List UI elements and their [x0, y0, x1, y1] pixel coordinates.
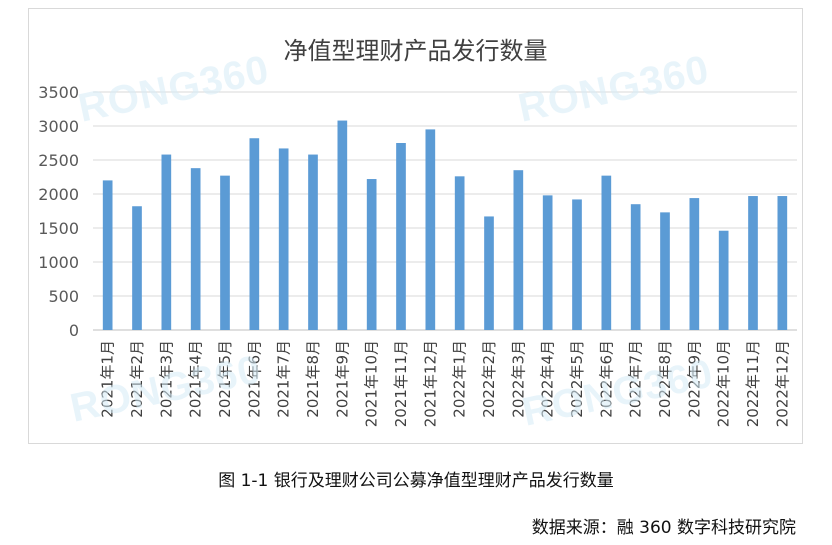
x-tick-label: 2022年5月 — [568, 340, 586, 418]
bar — [542, 195, 553, 330]
bar — [249, 138, 260, 330]
y-tick-label: 1500 — [38, 219, 79, 238]
x-tick-label: 2022年10月 — [715, 340, 733, 427]
data-source: 数据来源：融 360 数字科技研究院 — [531, 518, 796, 538]
y-tick-label: 3000 — [38, 117, 79, 136]
x-tick-label: 2021年5月 — [216, 340, 234, 418]
x-tick-label: 2021年8月 — [304, 340, 322, 418]
x-tick-label: 2021年4月 — [187, 340, 205, 418]
bar — [718, 230, 729, 330]
y-tick-label: 500 — [48, 287, 79, 306]
x-tick-label: 2021年1月 — [99, 340, 117, 418]
bar — [396, 143, 406, 330]
y-tick-label: 1000 — [38, 253, 79, 272]
chart-title: 净值型理财产品发行数量 — [283, 37, 548, 65]
bar — [484, 216, 494, 330]
x-tick-label: 2021年2月 — [128, 340, 146, 418]
bar — [102, 180, 113, 330]
y-tick-label: 0 — [69, 321, 79, 340]
x-tick-label: 2022年11月 — [744, 340, 762, 427]
bar — [425, 129, 436, 330]
x-tick-label: 2022年4月 — [539, 340, 557, 418]
bar — [748, 196, 758, 330]
x-tick-label: 2022年9月 — [685, 340, 703, 418]
bar — [572, 199, 582, 330]
x-tick-label: 2021年7月 — [275, 340, 293, 418]
x-tick-label: 2021年11月 — [392, 340, 410, 427]
x-tick-label: 2022年6月 — [597, 340, 615, 418]
bar — [777, 196, 788, 330]
bar — [630, 204, 641, 330]
bar — [308, 154, 318, 330]
x-tick-label: 2022年1月 — [451, 340, 469, 418]
bar — [689, 198, 700, 330]
bar-chart: 0 500 1000 1500 2000 2500 3000 3500 2021年1月 2021年… — [38, 83, 797, 427]
x-tick-label: 2022年2月 — [480, 340, 498, 418]
x-tick-label: 2021年6月 — [245, 340, 263, 418]
y-tick-label: 2000 — [38, 185, 79, 204]
x-tick-label: 2021年9月 — [333, 340, 351, 418]
bar — [660, 212, 670, 330]
x-tick-label: 2022年3月 — [509, 340, 527, 418]
x-tick-label: 2021年3月 — [157, 340, 175, 418]
bar — [132, 206, 142, 330]
bar — [190, 168, 201, 330]
bar — [513, 170, 524, 330]
chart-frame: 净值型理财产品发行数量 0 500 1000 1500 2000 2500 3000 3500… — [28, 8, 803, 444]
bar — [601, 175, 612, 330]
x-tick-label: 2021年10月 — [363, 340, 381, 427]
x-tick-label: 2021年12月 — [421, 340, 439, 427]
bar — [161, 154, 172, 330]
bar — [337, 120, 348, 330]
x-tick-label: 2022年8月 — [656, 340, 674, 418]
x-tick-label: 2022年12月 — [773, 340, 791, 427]
bar — [278, 148, 289, 330]
x-tick-label: 2022年7月 — [627, 340, 645, 418]
y-tick-label: 2500 — [38, 151, 79, 170]
bar — [366, 179, 377, 330]
figure-caption: 图 1-1 银行及理财公司公募净值型理财产品发行数量 — [218, 471, 614, 491]
bar — [454, 176, 465, 330]
y-tick-label: 3500 — [38, 83, 79, 102]
bar — [220, 175, 230, 330]
